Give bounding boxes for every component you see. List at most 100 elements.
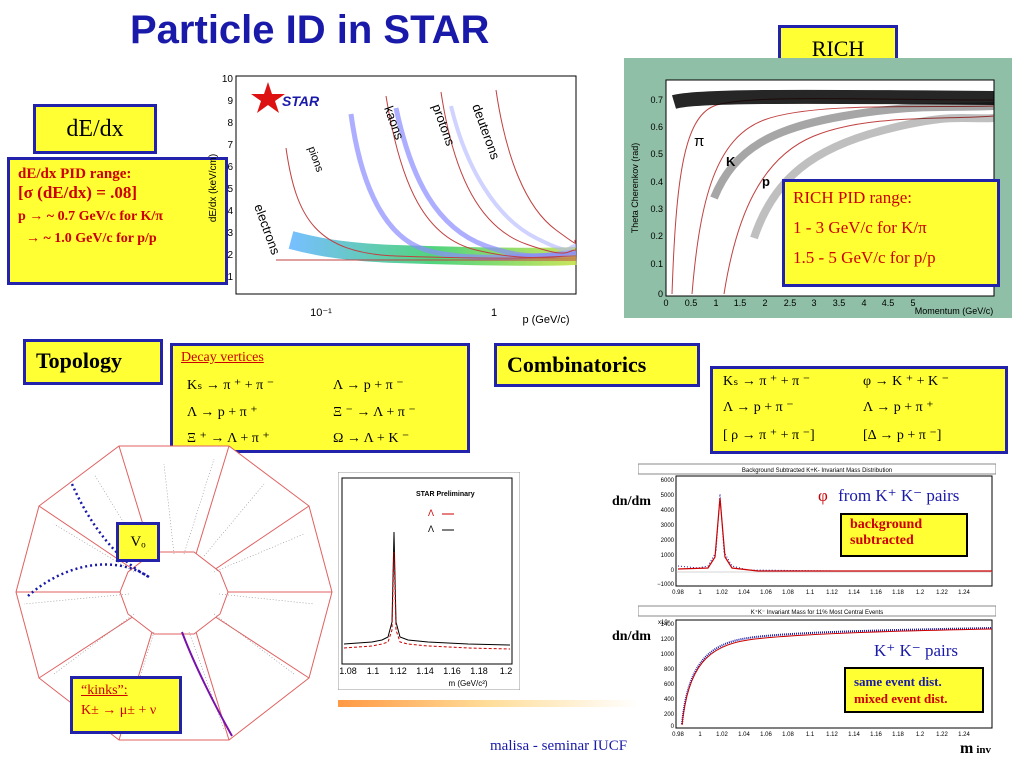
- bg-subtracted-line2: subtracted: [850, 533, 914, 548]
- lambda-curve: [343, 531, 511, 646]
- phi-xtick: 1.02: [716, 590, 728, 596]
- kk-xlabel: m inv: [960, 740, 991, 758]
- rich-xtick: 4.5: [882, 298, 895, 308]
- decay-row3b: Ω → Λ + K ⁻: [333, 431, 410, 446]
- dedx-ytick: 5: [227, 184, 233, 195]
- rich-xtick: 3.5: [833, 298, 846, 308]
- dedx-ytick: 6: [227, 162, 233, 173]
- v0-track-2: [27, 563, 150, 597]
- kk-xtick: 1.06: [760, 732, 772, 738]
- phi-xtick: 0.98: [672, 590, 684, 596]
- lambda-xtick: 1.1: [367, 666, 380, 676]
- kk-pairs-label: K⁺ K⁻ pairs: [874, 641, 959, 660]
- phi-pairs-label: from K⁺ K⁻ pairs: [838, 486, 960, 505]
- decorative-bar: [338, 700, 638, 707]
- dedx-plot-xlabel: p (GeV/c): [522, 314, 569, 326]
- phi-ytick: 4000: [661, 508, 675, 514]
- dedx-range-line1: p → ~ 0.7 GeV/c for K/π: [18, 209, 163, 224]
- lambda-xtick: 1.08: [339, 666, 357, 676]
- rich-plot-xlabel: Momentum (GeV/c): [915, 306, 994, 316]
- kk-ytick: 400: [664, 697, 675, 703]
- kk-mixed-event-curve: [681, 628, 993, 726]
- rich-range-box: RICH PID range: 1 - 3 GeV/c for K/π 1.5 …: [782, 179, 1000, 287]
- phi-ytick: −1000: [657, 582, 675, 588]
- dedx-ytick: 2: [227, 250, 233, 261]
- bg-subtracted-line1: background: [850, 517, 923, 532]
- dedx-xtick: 1: [491, 307, 497, 319]
- lambda-plot-label: STAR Preliminary: [416, 491, 475, 498]
- lambda-mass-plot: STAR Preliminary Λ Λ 1.08 1.1 1.12 1.14 …: [338, 472, 520, 690]
- comb-row1a: Kₛ → π ⁺ + π ⁻: [723, 374, 811, 389]
- kk-plot-scale: x10⁷: [658, 619, 670, 626]
- dedx-range-line2: → ~ 1.0 GeV/c for p/p: [26, 231, 157, 246]
- comb-row3a: [ ρ → π ⁺ + π ⁻]: [723, 428, 815, 443]
- rich-ytick: 0.1: [650, 259, 663, 269]
- phi-plot-header: Background Subtracted K+K- Invariant Mas…: [742, 468, 892, 474]
- kk-xtick: 1.24: [958, 732, 970, 738]
- rich-xtick: 2.5: [784, 298, 797, 308]
- rich-proton-band: [750, 113, 995, 240]
- dedx-ytick: 9: [227, 96, 233, 107]
- bg-subtracted-box: background subtracted: [840, 513, 968, 557]
- lambda-xtick: 1.14: [416, 666, 434, 676]
- dedx-ytick: 10: [222, 74, 234, 85]
- kk-ytick: 0: [671, 724, 675, 730]
- rich-range-line2: 1.5 - 5 GeV/c for p/p: [793, 248, 936, 267]
- rich-ytick: 0.4: [650, 177, 663, 187]
- rich-kaon-label: K: [726, 154, 736, 169]
- rich-ytick: 0.5: [650, 149, 663, 159]
- phi-ytick: 6000: [661, 478, 675, 484]
- comb-row2a: Λ → p + π ⁻: [723, 400, 794, 415]
- dedx-range-title: dE/dx PID range:: [18, 166, 132, 182]
- phi-xtick: 1.24: [958, 590, 970, 596]
- kk-ytick: 1000: [661, 652, 675, 658]
- kinks-line: K± → μ± + ν: [81, 703, 157, 718]
- phi-fit-curve: [677, 497, 992, 572]
- kk-ytick: 600: [664, 682, 675, 688]
- phi-xtick: 1: [698, 590, 702, 596]
- kk-xlabel-sub: inv: [976, 744, 992, 756]
- kk-xtick: 1.02: [716, 732, 728, 738]
- rich-xtick: 0: [663, 298, 668, 308]
- dedx-ytick: 7: [227, 140, 233, 151]
- rich-ytick: 0.2: [650, 231, 663, 241]
- rich-range-line1: 1 - 3 GeV/c for K/π: [793, 218, 927, 237]
- lambda-legend-1: Λ: [428, 508, 434, 518]
- kk-xlabel-main: m: [960, 740, 974, 757]
- rich-ytick: 0.3: [650, 204, 663, 214]
- phi-xtick: 1.2: [916, 590, 925, 596]
- rich-pion-label: π: [694, 133, 704, 150]
- rich-ytick: 0.7: [650, 95, 663, 105]
- phi-ytick: 5000: [661, 493, 675, 499]
- rich-xtick: 4: [861, 298, 866, 308]
- phi-ytick: 1000: [661, 553, 675, 559]
- dedx-range-box: dE/dx PID range: [σ (dE/dx) = .08] p → ~…: [7, 157, 228, 285]
- star-logo-text: STAR: [282, 93, 320, 109]
- rich-pion-band: [671, 89, 995, 109]
- comb-row3b: [Δ → p + π ⁻]: [863, 428, 942, 443]
- kk-ylabel: dn/dm: [612, 629, 651, 644]
- lambda-xtick: 1.2: [500, 666, 513, 676]
- decay-row2b: Ξ ⁻ → Λ + π ⁻: [333, 405, 416, 420]
- lambda-xtick: 1.12: [389, 666, 407, 676]
- phi-xtick: 1.12: [826, 590, 838, 596]
- dedx-ytick: 4: [227, 206, 233, 217]
- kk-plot-header: K⁺K⁻ Invariant Mass for 11% Most Central…: [751, 609, 884, 616]
- kinks-title: “kinks”:: [81, 683, 128, 698]
- dedx-band-deuterons: [449, 105, 577, 252]
- rich-range-title: RICH PID range:: [793, 188, 912, 207]
- comb-row2b: Λ → p + π ⁺: [863, 400, 934, 415]
- v0-track-1: [70, 483, 150, 579]
- rich-proton-label: p: [762, 174, 770, 189]
- lambda-xtick: 1.16: [443, 666, 461, 676]
- kinks-box: “kinks”: K± → μ± + ν: [70, 676, 182, 734]
- kink-track: [181, 631, 233, 737]
- rich-xtick: 1.5: [734, 298, 747, 308]
- kk-same-event-curve: [681, 627, 993, 725]
- kk-xtick: 0.98: [672, 732, 684, 738]
- phi-xtick: 1.14: [848, 590, 860, 596]
- kk-legend-box: same event dist. mixed event dist.: [844, 667, 984, 713]
- antilambda-curve: [343, 551, 511, 650]
- rich-label: RICH: [811, 36, 865, 61]
- phi-symbol: φ: [818, 486, 828, 505]
